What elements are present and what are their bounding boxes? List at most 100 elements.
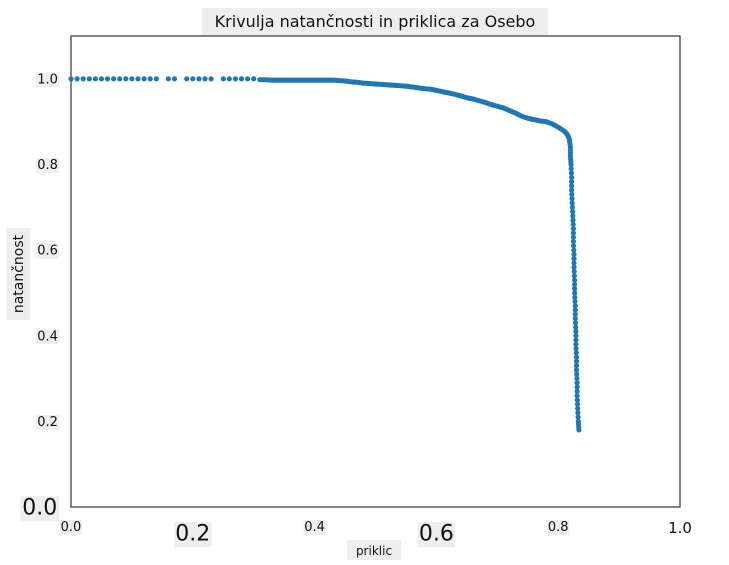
data-point-fill: [574, 401, 581, 407]
data-point-fill: [413, 84, 419, 91]
data-point: [573, 328, 579, 334]
data-point-fill: [358, 80, 364, 86]
x-tick-label: 0.4: [304, 520, 325, 535]
data-point-fill: [571, 256, 577, 262]
y-tick-labels: 0.0 0.2 0.4 0.6 0.8 1.0: [20, 72, 60, 522]
data-point: [572, 303, 578, 309]
data-point: [572, 316, 578, 322]
data-point-fill: [572, 281, 578, 287]
data-point-fill: [291, 77, 297, 83]
data-point: [135, 76, 141, 82]
data-point-fill: [570, 234, 577, 240]
data-point-fill: [571, 268, 577, 275]
data-points-layer: [68, 76, 582, 433]
data-point-fill: [573, 350, 579, 356]
data-point-fill: [468, 95, 474, 102]
data-point-fill: [572, 307, 578, 313]
data-point-fill: [492, 103, 498, 109]
data-point: [572, 277, 578, 283]
data-point: [245, 76, 251, 82]
y-tick-label-background: [36, 158, 60, 173]
data-point: [74, 76, 80, 82]
data-point-fill: [569, 196, 575, 202]
data-point: [573, 341, 579, 347]
data-point: [111, 76, 117, 82]
data-point-fill: [444, 89, 450, 96]
data-point-fill: [566, 134, 572, 140]
data-point-fill: [568, 166, 574, 172]
data-point: [153, 76, 159, 82]
data-point: [196, 76, 202, 82]
data-point-fill: [572, 320, 579, 326]
y-tick-label-background: [20, 496, 59, 522]
data-point-fill: [570, 209, 576, 215]
x-axis-label: priklic: [356, 544, 392, 558]
data-point-fill: [575, 414, 581, 420]
plot-area-frame: [70, 35, 681, 508]
data-point-fill: [553, 123, 559, 129]
x-tick-labels: 0.0 0.2 0.4 0.6 0.8 1.0: [60, 519, 692, 548]
x-tick-label: 0.0: [61, 520, 82, 535]
data-point-fill: [456, 92, 462, 98]
data-point-fill: [297, 77, 303, 83]
data-point-fill: [462, 94, 468, 100]
data-point-fill: [310, 77, 316, 83]
data-point-fill: [573, 358, 580, 364]
data-point-fill: [572, 294, 578, 300]
data-point-fill: [574, 371, 580, 377]
data-point-fill: [569, 183, 575, 189]
data-point-fill: [572, 311, 578, 317]
x-tick-label-background: [417, 522, 456, 548]
data-point: [98, 76, 105, 82]
data-point-fill: [407, 84, 413, 90]
data-point: [571, 251, 577, 257]
data-point: [86, 76, 92, 82]
data-point-fill: [570, 230, 577, 236]
data-point-fill: [425, 86, 431, 92]
data-point-fill: [383, 82, 389, 88]
y-tick-label: 0.6: [37, 244, 58, 259]
data-point: [570, 213, 576, 219]
chart-title: Krivulja natančnosti in priklica za Oseb…: [215, 12, 536, 31]
data-point-fill: [573, 337, 579, 343]
data-point-fill: [303, 77, 310, 83]
data-point-fill: [574, 384, 580, 390]
data-point: [238, 76, 245, 82]
y-tick-label-background: [36, 72, 60, 88]
data-point-fill: [474, 97, 480, 103]
x-axis-label-background: [347, 540, 401, 560]
data-point-fill: [401, 83, 407, 89]
data-point-fill: [279, 77, 285, 83]
data-point-fill: [569, 191, 575, 197]
data-point-fill: [261, 77, 267, 83]
data-point: [147, 76, 153, 82]
data-point: [92, 76, 98, 82]
data-point-fill: [567, 141, 573, 148]
data-point-fill: [576, 424, 582, 430]
data-point-fill: [571, 243, 577, 249]
data-point-fill: [571, 260, 577, 266]
x-tick-label-background: [60, 520, 83, 535]
data-point-fill: [573, 324, 579, 330]
data-point-fill: [573, 363, 580, 369]
data-point: [165, 76, 171, 82]
data-point: [573, 354, 580, 360]
data-point-fill: [567, 150, 574, 156]
data-point-fill: [510, 109, 517, 115]
data-point: [574, 393, 580, 399]
data-point-fill: [285, 77, 291, 83]
data-point: [571, 264, 577, 270]
data-point-fill: [395, 82, 401, 89]
data-point-fill: [535, 117, 541, 123]
data-point-fill: [498, 104, 504, 110]
data-point: [104, 76, 111, 82]
data-point-fill: [419, 85, 425, 91]
data-point-fill: [334, 77, 340, 83]
data-point-fill: [450, 91, 456, 97]
data-point-fill: [569, 179, 575, 185]
data-point-fill: [572, 298, 578, 305]
data-point-fill: [480, 99, 486, 105]
data-point: [141, 76, 147, 82]
data-point: [202, 76, 208, 82]
